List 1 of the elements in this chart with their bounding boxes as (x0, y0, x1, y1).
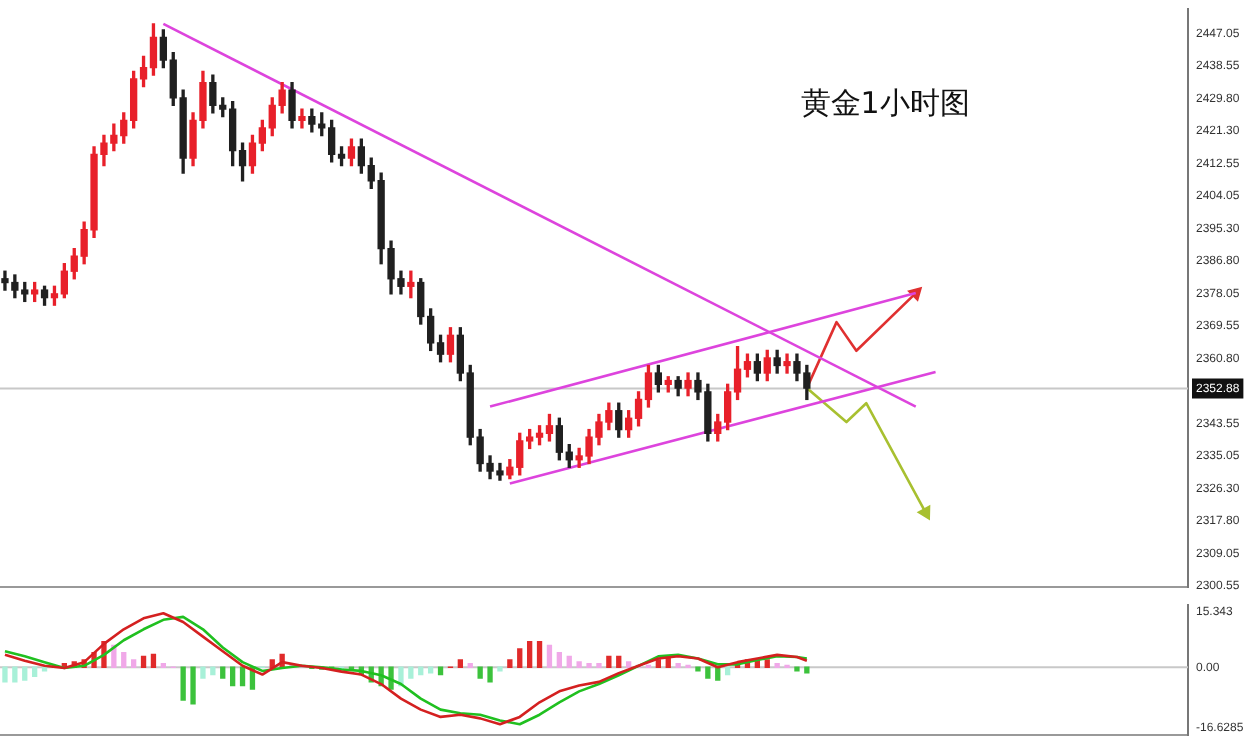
text: 黄金1小时图 (800, 84, 970, 121)
